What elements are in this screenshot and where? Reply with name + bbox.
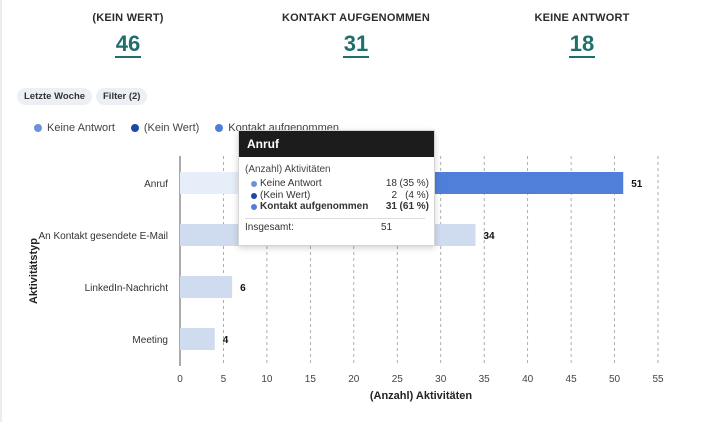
bar-highlight-shade bbox=[180, 172, 238, 194]
data-label: 34 bbox=[483, 231, 495, 242]
x-tick-label: 10 bbox=[261, 374, 273, 385]
tooltip-row: Kontakt aufgenommen 31 (61 %) bbox=[251, 201, 434, 213]
filter-chip[interactable]: Filter (2) bbox=[96, 88, 148, 105]
data-label: 4 bbox=[223, 335, 229, 346]
legend-label: (Kein Wert) bbox=[143, 122, 200, 134]
legend-item-keine-antwort[interactable]: Keine Antwort bbox=[34, 122, 115, 134]
bar[interactable] bbox=[180, 276, 233, 298]
x-tick-label: 35 bbox=[479, 374, 491, 385]
tooltip-row-label: Keine Antwort bbox=[260, 178, 322, 189]
x-tick-label: 45 bbox=[566, 374, 578, 385]
category-label: An Kontakt gesendete E-Mail bbox=[38, 231, 168, 242]
series-dot bbox=[251, 192, 257, 199]
bar[interactable] bbox=[180, 328, 215, 350]
tooltip-row-label: (Kein Wert) bbox=[260, 189, 311, 201]
legend-label: Keine Antwort bbox=[47, 122, 115, 134]
kpi-label: KEINE ANTWORT bbox=[534, 12, 630, 24]
series-dot bbox=[251, 181, 257, 187]
kpi-kein-wert: (KEIN WERT) 46 bbox=[38, 12, 218, 58]
x-tick-label: 20 bbox=[348, 374, 360, 385]
kpi-keine-antwort: KEINE ANTWORT 18 bbox=[492, 12, 672, 58]
period-filter-chip[interactable]: Letzte Woche bbox=[17, 88, 93, 105]
x-tick-label: 0 bbox=[177, 374, 183, 385]
category-label: LinkedIn-Nachricht bbox=[85, 283, 169, 294]
chart-tooltip: Anruf (Anzahl) Aktivitäten Keine Antwort… bbox=[238, 130, 435, 246]
legend-dot bbox=[130, 124, 139, 132]
data-label: 51 bbox=[631, 179, 643, 190]
series-dot bbox=[251, 204, 257, 210]
tooltip-row-count: 31 bbox=[385, 201, 397, 212]
tooltip-row-count: 2 bbox=[391, 189, 397, 201]
legend-dot bbox=[34, 124, 42, 132]
tooltip-row-label: Kontakt aufgenommen bbox=[260, 201, 369, 212]
x-tick-label: 25 bbox=[392, 374, 404, 385]
x-axis-title: (Anzahl) Aktivitäten bbox=[370, 390, 473, 402]
tooltip-row: (Kein Wert) 2 (4 %) bbox=[251, 190, 434, 202]
category-label: Meeting bbox=[132, 335, 168, 346]
kpi-kontakt-aufgenommen: KONTAKT AUFGENOMMEN 31 bbox=[266, 12, 446, 58]
left-border bbox=[0, 0, 2, 422]
y-axis-title: Aktivitätstyp bbox=[28, 238, 40, 304]
tooltip-subtitle: (Anzahl) Aktivitäten bbox=[245, 164, 331, 175]
tooltip-row-count: 18 bbox=[385, 178, 397, 189]
tooltip-title: Anruf bbox=[239, 131, 434, 157]
tooltip-rows: Keine Antwort 18 (35 %) (Kein Wert) 2 (4… bbox=[251, 178, 434, 213]
kpi-label: KONTAKT AUFGENOMMEN bbox=[281, 12, 430, 24]
tooltip-total-value: 51 bbox=[381, 221, 393, 233]
x-tick-label: 55 bbox=[652, 374, 664, 385]
category-label: Anruf bbox=[144, 179, 168, 190]
kpi-value[interactable]: 18 bbox=[568, 31, 596, 58]
legend-dot bbox=[215, 124, 224, 132]
kpi-value[interactable]: 31 bbox=[342, 31, 370, 58]
x-tick-label: 15 bbox=[305, 374, 317, 385]
kpi-label: (KEIN WERT) bbox=[92, 12, 164, 24]
x-tick-label: 40 bbox=[522, 374, 534, 385]
tooltip-row-pct: (35 %) bbox=[399, 178, 429, 189]
tooltip-row-pct: (4 %) bbox=[405, 189, 429, 201]
data-label: 6 bbox=[240, 283, 246, 294]
x-tick-label: 30 bbox=[435, 374, 447, 385]
x-tick-label: 50 bbox=[609, 374, 621, 385]
x-tick-label: 5 bbox=[221, 374, 227, 385]
tooltip-row: Keine Antwort 18 (35 %) bbox=[251, 178, 434, 190]
tooltip-total-label: Insgesamt: bbox=[245, 221, 294, 233]
tooltip-row-pct: (61 %) bbox=[399, 201, 429, 212]
legend-item-kein-wert[interactable]: (Kein Wert) bbox=[130, 122, 200, 134]
kpi-value[interactable]: 46 bbox=[114, 31, 142, 58]
tooltip-total: Insgesamt: 51 bbox=[245, 217, 425, 233]
